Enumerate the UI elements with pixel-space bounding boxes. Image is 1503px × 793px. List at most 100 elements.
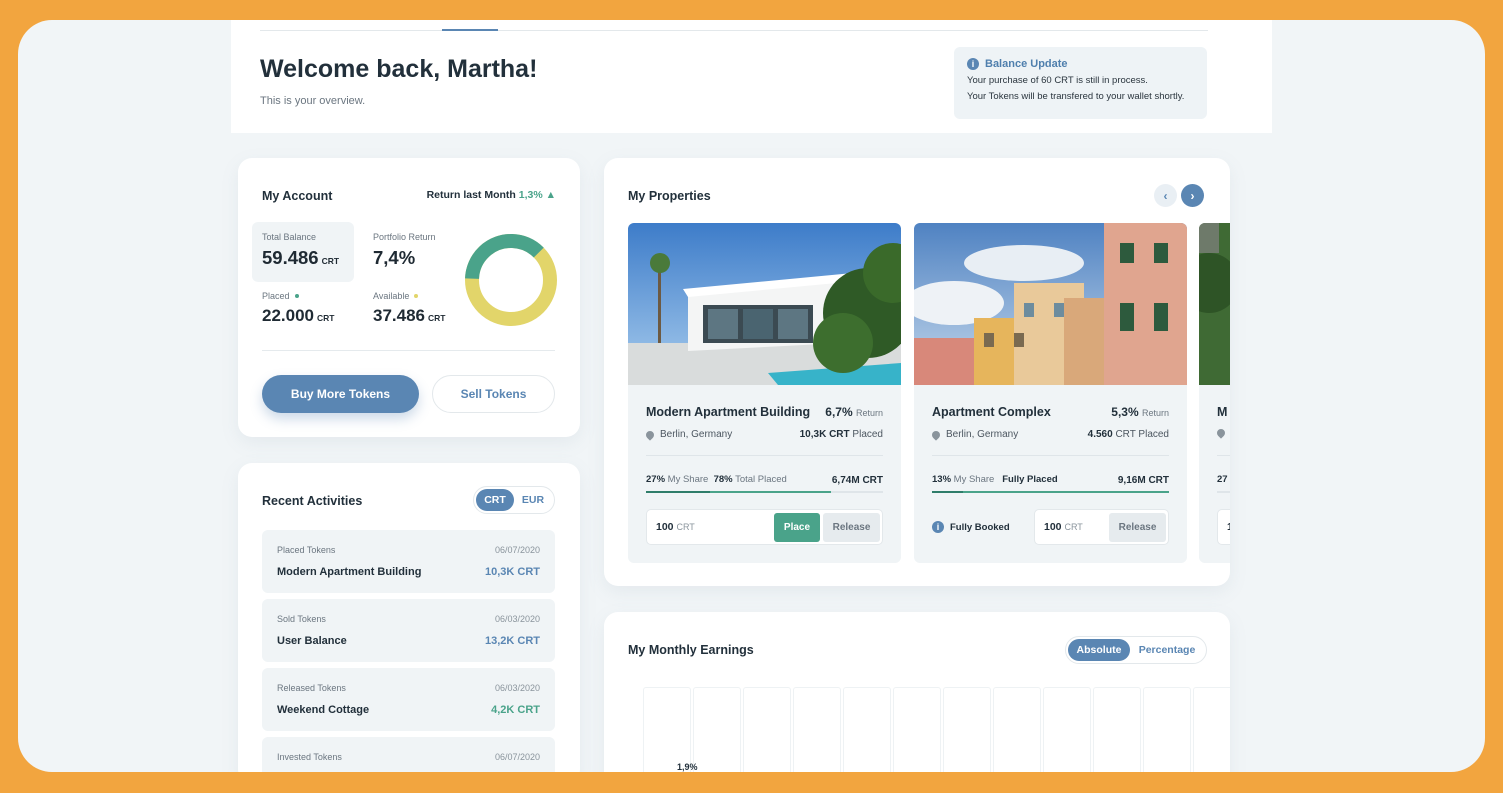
- property-card[interactable]: Apartment Complex 5,3% Return Berlin, Ge…: [914, 223, 1187, 563]
- total-balance-unit: CRT: [321, 256, 340, 266]
- property-name: Apartment Complex: [932, 405, 1051, 419]
- notice-line-2: Your Tokens will be transfered to your w…: [967, 91, 1185, 102]
- activity-name: User Balance: [277, 635, 347, 647]
- active-tab-indicator: [442, 29, 498, 31]
- activity-item[interactable]: Sold Tokens 06/03/2020 User Balance 13,2…: [262, 599, 555, 662]
- account-title: My Account: [262, 189, 333, 203]
- placement-progress-fill: [932, 491, 1169, 493]
- toggle-crt[interactable]: CRT: [476, 489, 514, 511]
- property-share: 13% My Share Fully Placed: [932, 474, 1058, 485]
- portfolio-return: Portfolio Return 7,4%: [373, 232, 436, 269]
- total-balance-box: [252, 222, 354, 282]
- token-quantity-value: 100: [1044, 521, 1062, 533]
- buy-more-tokens-button[interactable]: Buy More Tokens: [262, 375, 419, 413]
- token-quantity-input[interactable]: 100 CRT: [1044, 521, 1083, 533]
- earnings-title: My Monthly Earnings: [628, 643, 754, 657]
- activity-item[interactable]: Invested Tokens 06/07/2020: [262, 737, 555, 772]
- place-button[interactable]: Place: [774, 513, 820, 542]
- property-placed-value: 4.560: [1087, 429, 1113, 440]
- placed-legend-dot: [294, 294, 299, 298]
- activity-amount: 10,3K CRT: [484, 566, 540, 578]
- property-total-crt: 9,16M CRT: [1117, 475, 1169, 486]
- chevron-left-icon[interactable]: ‹: [1154, 184, 1177, 207]
- toggle-absolute[interactable]: Absolute: [1068, 639, 1130, 661]
- notice-line-1: Your purchase of 60 CRT is still in proc…: [967, 75, 1148, 86]
- placement-progress-fill: [646, 491, 831, 493]
- property-location: [1215, 427, 1230, 439]
- account-divider: [262, 350, 555, 351]
- placement-progress-bar: [932, 491, 1169, 493]
- activity-type: Placed Tokens: [277, 545, 336, 555]
- activity-amount: 4,2K CRT: [491, 704, 540, 716]
- activity-name: Modern Apartment Building: [277, 566, 422, 578]
- fully-booked-status: i Fully Booked: [932, 521, 1010, 533]
- earnings-bar: [794, 688, 840, 772]
- activity-date: 06/07/2020: [494, 545, 540, 555]
- toggle-percentage[interactable]: Percentage: [1138, 644, 1196, 656]
- activity-item[interactable]: Placed Tokens 06/07/2020 Modern Apartmen…: [262, 530, 555, 593]
- earnings-bar: [1194, 688, 1230, 772]
- activity-date: 06/03/2020: [494, 614, 540, 624]
- earnings-bar: [894, 688, 940, 772]
- token-quantity-input[interactable]: 100 CRT: [656, 521, 695, 533]
- property-divider: [1217, 455, 1230, 456]
- token-quantity-input[interactable]: 1: [1227, 521, 1230, 533]
- release-button[interactable]: Release: [823, 513, 880, 542]
- token-quantity-control: 100 CRT Release: [1034, 509, 1169, 545]
- currency-toggle: CRT EUR: [473, 486, 555, 514]
- token-quantity-unit: CRT: [676, 522, 695, 532]
- placement-progress-bar: [646, 491, 883, 493]
- overview-header: Welcome back, Martha! This is your overv…: [231, 20, 1272, 133]
- property-placed: 10,3K CRT Placed: [800, 429, 883, 440]
- info-icon: i: [932, 521, 944, 533]
- property-divider: [932, 455, 1169, 456]
- notice-title: Balance Update: [985, 58, 1068, 70]
- toggle-eur[interactable]: EUR: [521, 494, 545, 506]
- activity-amount: 13,2K CRT: [484, 635, 540, 647]
- property-location: Berlin, Germany: [644, 428, 732, 441]
- placed-label: Placed: [262, 291, 290, 301]
- earnings-bar: [1144, 688, 1190, 772]
- property-share: 27% My Share 78% Total Placed: [646, 474, 787, 485]
- property-return-value: 6,7%: [825, 405, 853, 419]
- earnings-bar: [944, 688, 990, 772]
- property-card[interactable]: Modern Apartment Building 6,7% Return Be…: [628, 223, 901, 563]
- token-quantity-control: 1: [1217, 509, 1230, 545]
- properties-title: My Properties: [628, 189, 711, 203]
- portfolio-return-label: Portfolio Return: [373, 232, 436, 242]
- property-location: Berlin, Germany: [930, 428, 1018, 441]
- my-share-percent: 27%: [646, 474, 666, 485]
- property-card[interactable]: M 27 1: [1199, 223, 1230, 563]
- available-label: Available: [373, 291, 410, 301]
- available-value: 37.486: [373, 306, 425, 325]
- header-divider: [260, 30, 1208, 31]
- property-return: 6,7% Return: [825, 405, 883, 419]
- token-quantity-unit: CRT: [1064, 522, 1083, 532]
- return-last-month-label: Return last Month: [426, 189, 516, 201]
- page-subtitle: This is your overview.: [260, 95, 366, 107]
- activity-type: Sold Tokens: [277, 614, 326, 624]
- activities-title: Recent Activities: [262, 494, 363, 508]
- earnings-bar: [744, 688, 790, 772]
- activity-item[interactable]: Released Tokens 06/03/2020 Weekend Cotta…: [262, 668, 555, 731]
- earnings-bar: [644, 688, 690, 772]
- activity-type: Invested Tokens: [277, 752, 342, 762]
- release-button[interactable]: Release: [1109, 513, 1166, 542]
- app-window: Welcome back, Martha! This is your overv…: [18, 20, 1485, 772]
- property-photo: [1199, 223, 1230, 385]
- location-pin-icon: [644, 428, 656, 441]
- earnings-bar: [1044, 688, 1090, 772]
- placement-progress-bar: [1217, 491, 1230, 493]
- my-share-label: My Share: [953, 474, 995, 485]
- balance-donut-chart: [465, 234, 557, 326]
- chevron-right-icon[interactable]: ›: [1181, 184, 1204, 207]
- activity-type: Released Tokens: [277, 683, 346, 693]
- location-pin-icon: [1215, 427, 1227, 439]
- sell-tokens-button[interactable]: Sell Tokens: [432, 375, 555, 413]
- fully-placed-label: Fully Placed: [1002, 474, 1058, 485]
- property-return-label: Return: [1141, 408, 1169, 418]
- total-balance: Total Balance 59.486 CRT: [262, 232, 339, 269]
- total-balance-label: Total Balance: [262, 232, 317, 242]
- property-placed-label: Placed: [852, 429, 883, 440]
- my-share-progress-fill: [646, 491, 710, 493]
